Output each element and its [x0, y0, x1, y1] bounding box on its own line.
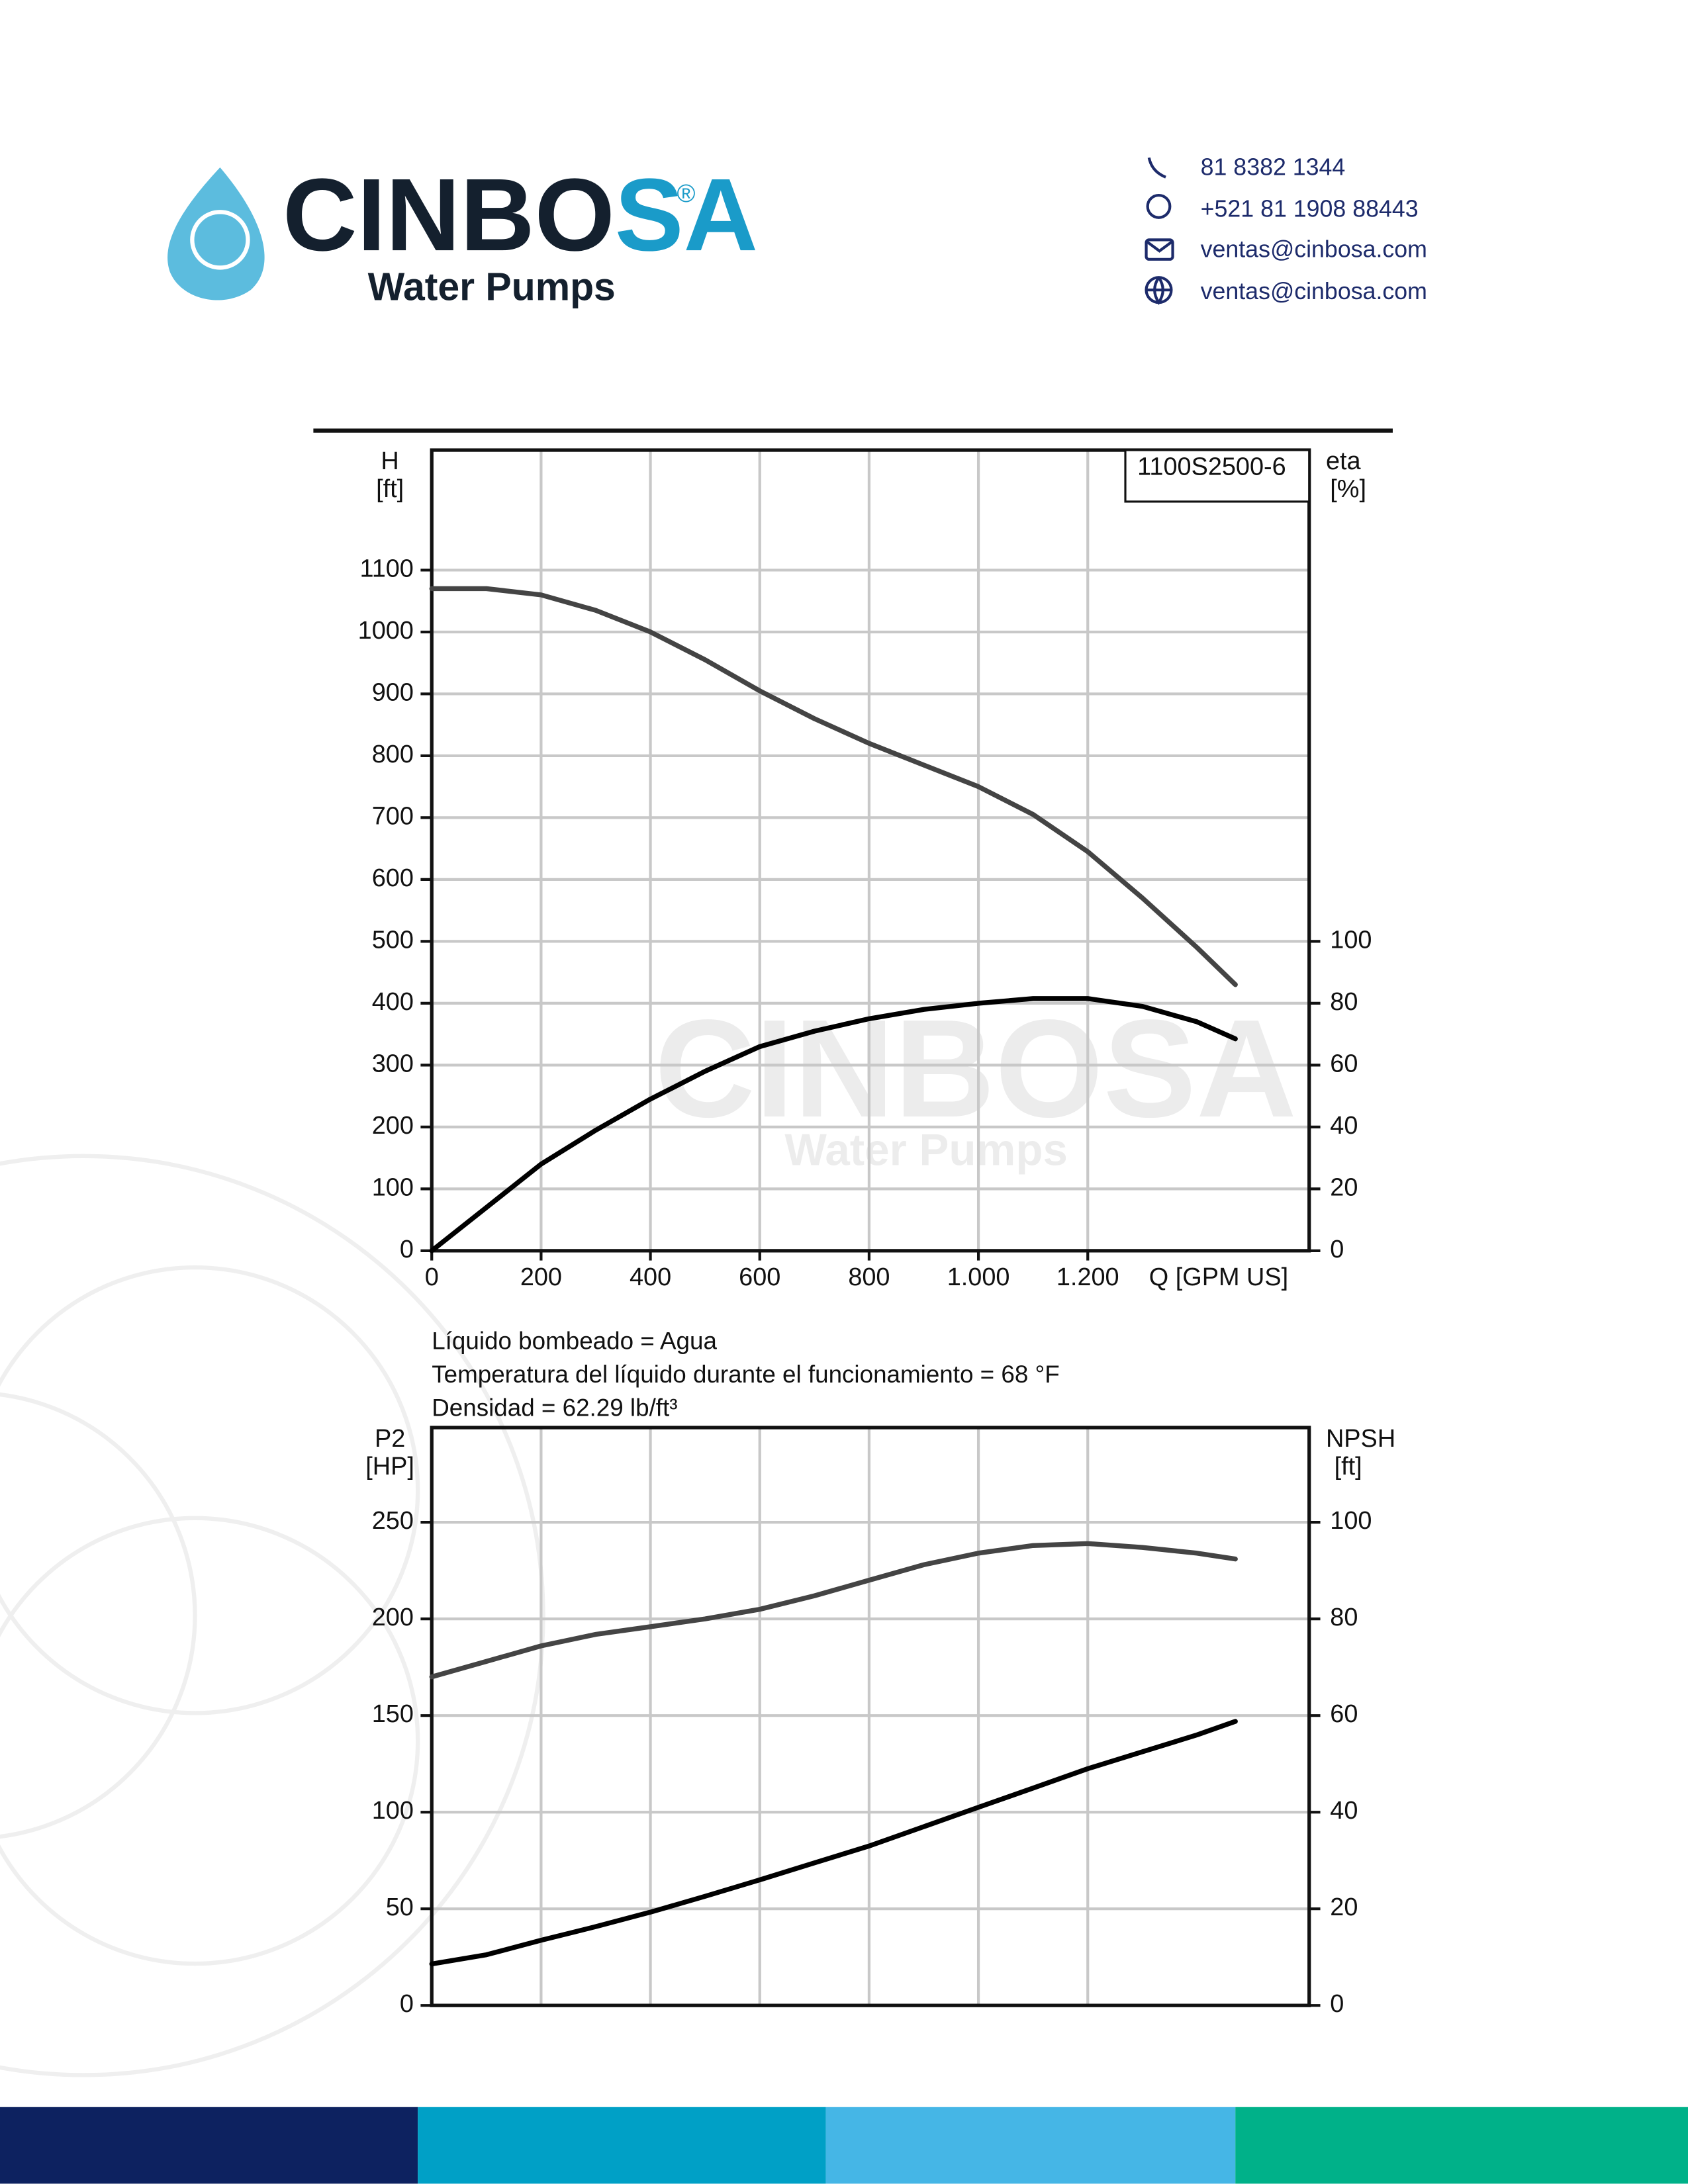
- x-tick-label: 200: [520, 1263, 562, 1291]
- y2-tick-label: 100: [1330, 1507, 1372, 1535]
- x-tick-label: 1.000: [947, 1263, 1010, 1291]
- x-tick-label: 1.200: [1056, 1263, 1119, 1291]
- plot-frame: [430, 448, 1311, 1253]
- y2-tick-label: 0: [1330, 1990, 1344, 2018]
- y-axis-unit: [ft]: [376, 475, 404, 503]
- y-tick-label: 50: [386, 1893, 414, 1921]
- contacts: 81 8382 1344 +521 81 1908 88443 ventas@cin…: [1201, 154, 1427, 304]
- plot-frame: [430, 1426, 1311, 2007]
- y-tick-label: 900: [372, 678, 414, 706]
- y2-tick-label: 100: [1330, 926, 1372, 954]
- series-line: [429, 1719, 1238, 1967]
- registered-mark: ®: [677, 180, 696, 208]
- y-axis-name: H: [381, 447, 399, 475]
- y-axis-name: P2: [375, 1425, 405, 1453]
- contact-text: 81 8382 1344: [1201, 154, 1346, 181]
- series-line: [429, 1541, 1238, 1680]
- watermark: CINBOSA Water Pumps: [655, 991, 1297, 1175]
- contact-icons: [1145, 157, 1174, 305]
- model-box: [1124, 449, 1311, 503]
- y-tick-label: 700: [372, 802, 414, 830]
- y2-tick-label: 20: [1330, 1173, 1358, 1201]
- x-tick-label: 0: [425, 1263, 439, 1291]
- series-line: [429, 996, 1238, 1253]
- watermark-brand: CINBOSA: [655, 991, 1297, 1146]
- y2-tick-label: 80: [1330, 988, 1358, 1016]
- y-tick-label: 500: [372, 926, 414, 954]
- y-tick-label: 400: [372, 988, 414, 1016]
- x-tick-label: 800: [848, 1263, 890, 1291]
- background-pattern: [0, 1154, 545, 2077]
- y2-tick-label: 0: [1330, 1236, 1344, 1263]
- y-tick-label: 600: [372, 864, 414, 892]
- tagline: Water Pumps: [368, 266, 616, 309]
- y-tick-label: 300: [372, 1050, 414, 1077]
- y2-tick-label: 40: [1330, 1112, 1358, 1140]
- x-tick-label: 400: [630, 1263, 671, 1291]
- logo: CINBOSA ® Water Pumps: [167, 157, 758, 309]
- y2-axis-name: eta: [1326, 447, 1362, 475]
- note: Temperatura del líquido durante el funci…: [432, 1361, 1060, 1388]
- y-axis-unit: [HP]: [365, 1453, 414, 1480]
- brand: CINBOSA: [283, 157, 758, 272]
- notes: Líquido bombeado = Agua Temperatura del l…: [432, 1327, 1060, 1421]
- y-tick-label: 1000: [358, 617, 414, 645]
- y-tick-label: 200: [372, 1604, 414, 1631]
- y-tick-label: 100: [372, 1797, 414, 1825]
- y-tick-label: 100: [372, 1173, 414, 1201]
- series-line: [429, 586, 1238, 987]
- x-tick-label: 600: [739, 1263, 780, 1291]
- footer-bars: [0, 2107, 1688, 2184]
- y-tick-label: 1100: [359, 555, 413, 582]
- chart: 0 50 100 150 200 250 0 20 40 60 80 100 P2[HP] NPSH[ft…: [365, 1425, 1395, 2018]
- contact-text: ventas@cinbosa.com: [1201, 278, 1427, 304]
- chart: 0 200 400 600 800 1.000 1.20001002003004005006…: [358, 447, 1372, 1291]
- y-tick-label: 150: [372, 1700, 414, 1728]
- y-tick-label: 200: [372, 1112, 414, 1140]
- y-tick-label: 250: [372, 1507, 414, 1535]
- y-tick-label: 0: [400, 1236, 414, 1263]
- model-label: 1100S2500-6: [1137, 453, 1286, 480]
- y2-axis-name: NPSH: [1326, 1425, 1395, 1453]
- note: Densidad = 62.29 lb/ft³: [432, 1394, 677, 1421]
- note: Líquido bombeado = Agua: [432, 1327, 717, 1354]
- y-tick-label: 800: [372, 741, 414, 768]
- contact-text: +521 81 1908 88443: [1201, 196, 1419, 222]
- y2-tick-label: 20: [1330, 1893, 1358, 1921]
- y-tick-label: 0: [400, 1990, 414, 2018]
- y2-tick-label: 60: [1330, 1050, 1358, 1077]
- y2-axis-unit: [ft]: [1335, 1453, 1362, 1480]
- y2-tick-label: 60: [1330, 1700, 1358, 1728]
- y2-tick-label: 40: [1330, 1797, 1358, 1825]
- charts: 0 200 400 600 800 1.000 1.20001002003004005006…: [358, 447, 1396, 2018]
- contact-text: ventas@cinbosa.com: [1201, 236, 1427, 263]
- watermark-tagline: Water Pumps: [784, 1125, 1068, 1175]
- x-axis-title: Q [GPM US]: [1149, 1263, 1288, 1291]
- y2-tick-label: 80: [1330, 1604, 1358, 1631]
- y2-axis-unit: [%]: [1330, 475, 1366, 503]
